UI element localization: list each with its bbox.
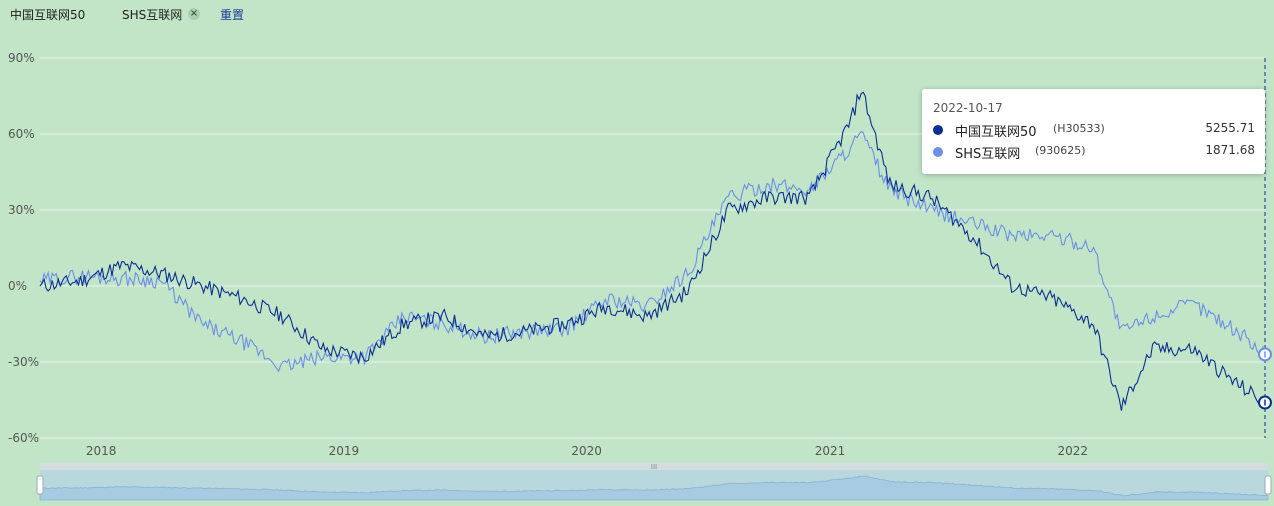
series-line-shs-internet xyxy=(39,130,1266,373)
y-axis: 90% 60% 30% 0% -30% -60% xyxy=(8,51,39,445)
tooltip: 2022-10-17 中国互联网50 (H30533) 5255.71 SHS互… xyxy=(922,89,1265,174)
x-tick-label: 2021 xyxy=(815,444,846,458)
x-tick-label: 2019 xyxy=(329,444,360,458)
y-tick-label: 90% xyxy=(8,51,35,65)
series-markers xyxy=(1258,347,1272,410)
legend-bar: 中国互联网50 SHS互联网 × 重置 xyxy=(0,0,1274,30)
x-tick-label: 2022 xyxy=(1058,444,1089,458)
slider-handle-right[interactable] xyxy=(1264,475,1272,495)
tooltip-date: 2022-10-17 xyxy=(933,101,1003,115)
legend-item-china-internet-50[interactable]: 中国互联网50 xyxy=(10,8,86,22)
tooltip-row: SHS互联网 (930625) 1871.68 xyxy=(933,143,1255,162)
close-icon[interactable]: × xyxy=(188,8,200,20)
series-group xyxy=(39,91,1266,411)
slider-overview-area xyxy=(39,475,1269,501)
reset-button[interactable]: 重置 xyxy=(220,8,245,22)
tooltip-row: 中国互联网50 (H30533) 5255.71 xyxy=(933,121,1255,140)
datazoom-slider[interactable]: III xyxy=(36,463,1272,501)
tooltip-series-code: (H30533) xyxy=(1053,122,1105,135)
y-tick-label: 0% xyxy=(8,279,27,293)
tooltip-series-code: (930625) xyxy=(1035,144,1086,157)
legend-item-shs-internet[interactable]: SHS互联网 xyxy=(122,8,183,22)
tooltip-series-value: 5255.71 xyxy=(1205,121,1255,135)
tooltip-series-value: 1871.68 xyxy=(1205,143,1255,157)
y-tick-label: -60% xyxy=(8,431,39,445)
y-tick-label: 30% xyxy=(8,203,35,217)
slider-grip-icon[interactable]: III xyxy=(651,463,657,471)
x-tick-label: 2018 xyxy=(86,444,117,458)
slider-handle-left[interactable] xyxy=(36,475,44,495)
y-tick-label: -30% xyxy=(8,355,39,369)
series-dot-icon xyxy=(933,125,943,135)
tooltip-series-name: 中国互联网50 xyxy=(955,125,1037,140)
series-line-china-internet-50 xyxy=(39,91,1266,411)
tooltip-series-name: SHS互联网 xyxy=(955,147,1021,162)
x-tick-label: 2020 xyxy=(571,444,602,458)
series-dot-icon xyxy=(933,147,943,157)
x-axis: 2018 2019 2020 2021 2022 xyxy=(86,444,1088,458)
y-tick-label: 60% xyxy=(8,127,35,141)
slider-track-top xyxy=(40,463,1268,470)
